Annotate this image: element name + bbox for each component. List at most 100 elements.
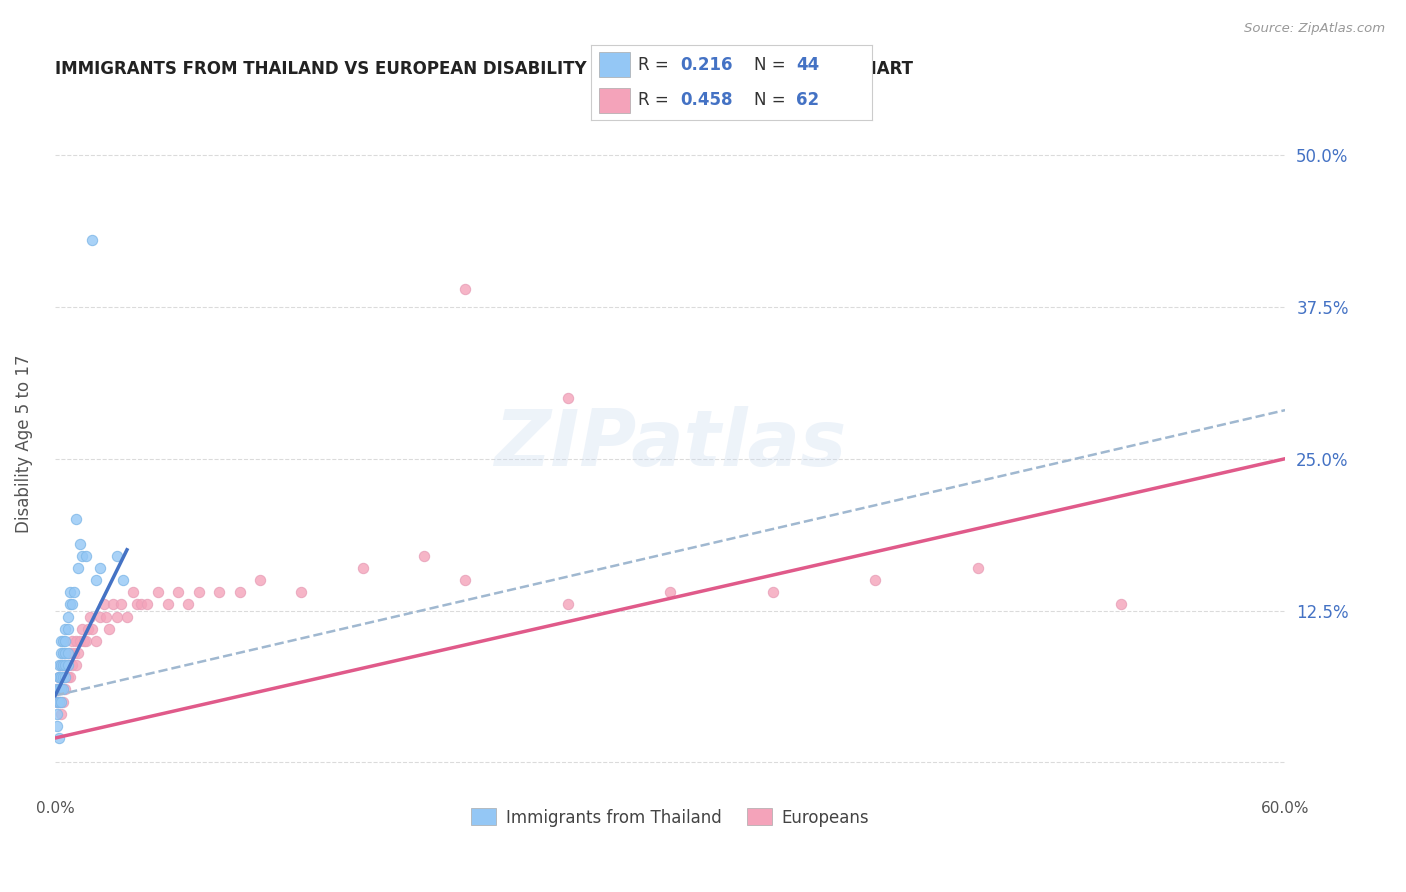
Text: N =: N = bbox=[754, 91, 790, 110]
Point bbox=[290, 585, 312, 599]
Point bbox=[48, 695, 70, 709]
Point bbox=[51, 658, 73, 673]
Bar bbox=[599, 87, 630, 112]
Point bbox=[55, 670, 77, 684]
Point bbox=[46, 682, 69, 697]
Point bbox=[48, 670, 70, 684]
Point bbox=[84, 573, 107, 587]
Point bbox=[146, 585, 169, 599]
Point bbox=[55, 658, 77, 673]
Point bbox=[62, 646, 84, 660]
Point bbox=[70, 549, 93, 563]
Text: R =: R = bbox=[638, 91, 675, 110]
Point bbox=[55, 622, 77, 636]
Point bbox=[352, 561, 374, 575]
Point bbox=[75, 549, 97, 563]
Legend: Immigrants from Thailand, Europeans: Immigrants from Thailand, Europeans bbox=[464, 802, 876, 833]
Point bbox=[75, 633, 97, 648]
Point bbox=[557, 391, 579, 405]
Point bbox=[110, 598, 132, 612]
Point bbox=[51, 682, 73, 697]
Text: 0.458: 0.458 bbox=[681, 91, 733, 110]
Point bbox=[52, 633, 75, 648]
Point bbox=[65, 658, 87, 673]
Point bbox=[101, 598, 124, 612]
Point bbox=[89, 561, 111, 575]
Point bbox=[89, 609, 111, 624]
Point bbox=[52, 646, 75, 660]
Point bbox=[52, 695, 75, 709]
Point bbox=[55, 633, 77, 648]
Point bbox=[97, 622, 120, 636]
Point bbox=[1109, 598, 1132, 612]
Point bbox=[56, 658, 79, 673]
Point bbox=[127, 598, 149, 612]
Point bbox=[48, 670, 70, 684]
Point bbox=[58, 585, 80, 599]
Point bbox=[73, 633, 96, 648]
Point bbox=[46, 719, 69, 733]
Point bbox=[46, 682, 69, 697]
Point bbox=[96, 609, 118, 624]
Point bbox=[187, 585, 209, 599]
Point bbox=[69, 537, 91, 551]
Text: Source: ZipAtlas.com: Source: ZipAtlas.com bbox=[1244, 22, 1385, 36]
Point bbox=[762, 585, 785, 599]
Point bbox=[52, 682, 75, 697]
Point bbox=[454, 282, 477, 296]
Point bbox=[82, 622, 104, 636]
Point bbox=[56, 646, 79, 660]
Point bbox=[48, 731, 70, 745]
Point bbox=[62, 585, 84, 599]
Point bbox=[48, 658, 70, 673]
Point bbox=[48, 695, 70, 709]
Point bbox=[156, 598, 179, 612]
Point bbox=[56, 622, 79, 636]
Point bbox=[58, 598, 80, 612]
Point bbox=[52, 670, 75, 684]
Point bbox=[136, 598, 159, 612]
Text: 62: 62 bbox=[796, 91, 818, 110]
Text: IMMIGRANTS FROM THAILAND VS EUROPEAN DISABILITY AGE 5 TO 17 CORRELATION CHART: IMMIGRANTS FROM THAILAND VS EUROPEAN DIS… bbox=[55, 60, 914, 78]
Point bbox=[105, 609, 128, 624]
Point bbox=[167, 585, 190, 599]
Point bbox=[56, 609, 79, 624]
Point bbox=[863, 573, 886, 587]
Point bbox=[454, 573, 477, 587]
Point bbox=[65, 633, 87, 648]
Point bbox=[105, 549, 128, 563]
Point bbox=[48, 670, 70, 684]
Point bbox=[55, 658, 77, 673]
Point bbox=[56, 670, 79, 684]
Point bbox=[66, 646, 89, 660]
Text: 44: 44 bbox=[796, 55, 820, 74]
Point bbox=[55, 646, 77, 660]
Point bbox=[60, 633, 83, 648]
Point bbox=[52, 670, 75, 684]
Text: ZIPatlas: ZIPatlas bbox=[494, 406, 846, 482]
Point bbox=[51, 695, 73, 709]
Point bbox=[249, 573, 271, 587]
Point bbox=[58, 646, 80, 660]
Point bbox=[84, 633, 107, 648]
Point bbox=[122, 585, 145, 599]
Point bbox=[60, 598, 83, 612]
Point bbox=[51, 670, 73, 684]
Text: R =: R = bbox=[638, 55, 675, 74]
Bar bbox=[599, 52, 630, 78]
Point bbox=[60, 658, 83, 673]
Point bbox=[115, 609, 138, 624]
Point bbox=[51, 633, 73, 648]
Point bbox=[51, 646, 73, 660]
Point bbox=[48, 682, 70, 697]
Point bbox=[79, 609, 101, 624]
Point bbox=[66, 561, 89, 575]
Point bbox=[131, 598, 153, 612]
Point bbox=[228, 585, 250, 599]
Y-axis label: Disability Age 5 to 17: Disability Age 5 to 17 bbox=[15, 354, 32, 533]
Point bbox=[93, 598, 115, 612]
Point bbox=[70, 622, 93, 636]
Point bbox=[51, 682, 73, 697]
Point bbox=[46, 695, 69, 709]
Point bbox=[51, 658, 73, 673]
